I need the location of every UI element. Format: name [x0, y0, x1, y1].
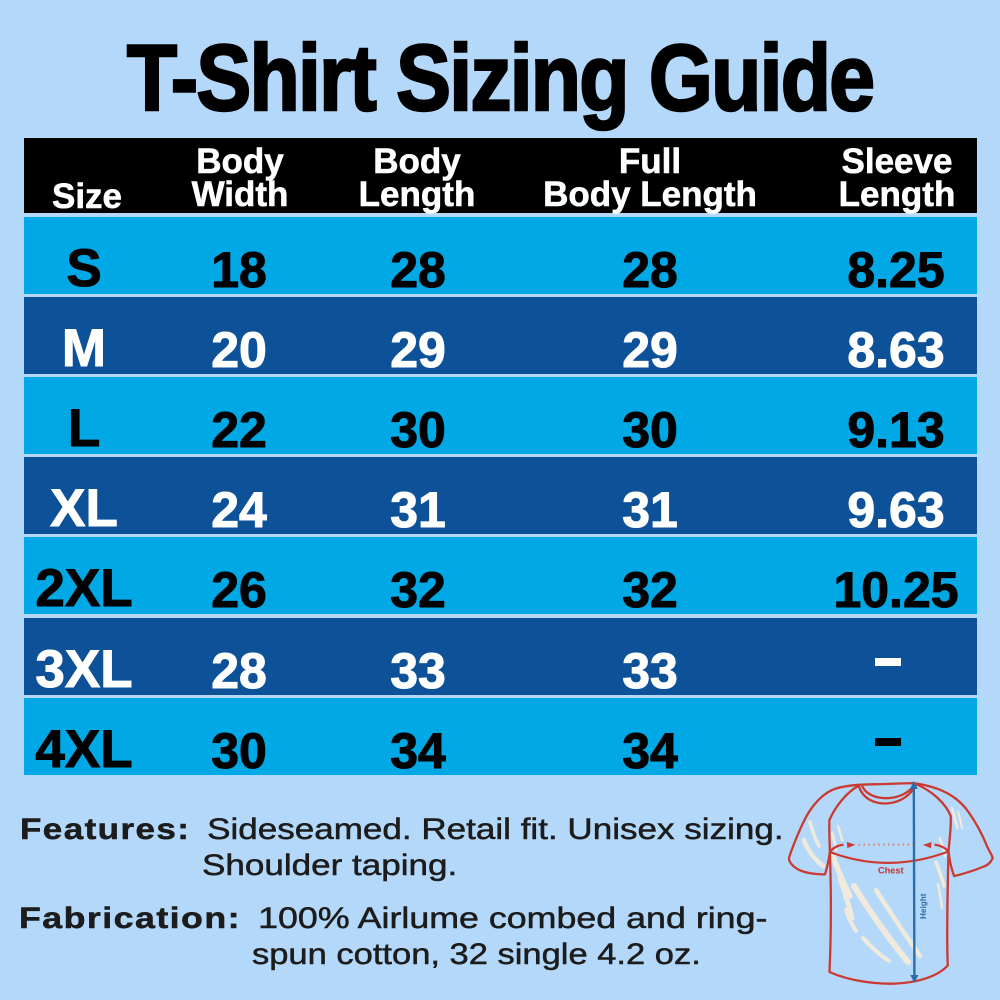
svg-text:Height: Height [919, 893, 928, 919]
svg-text:Chest: Chest [878, 866, 904, 876]
